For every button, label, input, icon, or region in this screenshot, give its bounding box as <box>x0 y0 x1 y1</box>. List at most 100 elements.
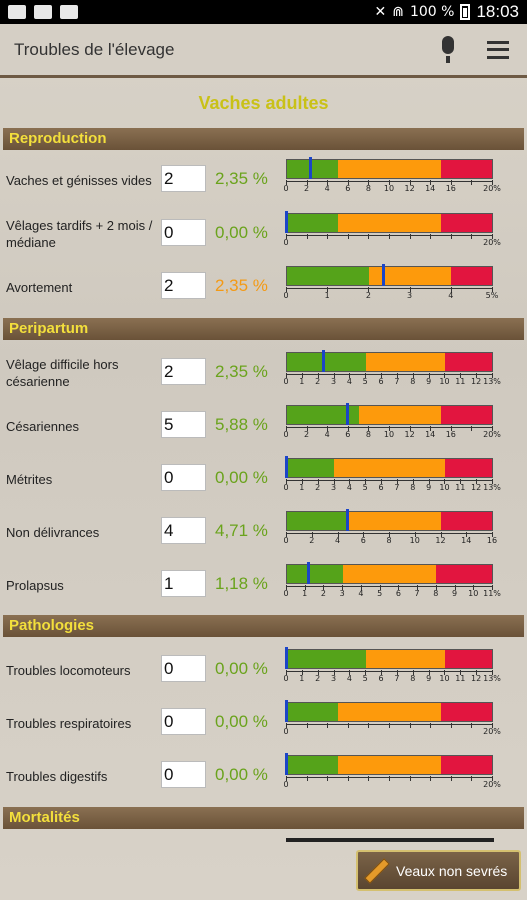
gauge-bar <box>286 702 493 722</box>
gauge-tick <box>286 373 287 378</box>
gauge-tick <box>389 426 390 431</box>
percentage-value: 5,88 % <box>215 415 268 434</box>
count-input[interactable]: 2 <box>161 272 206 299</box>
partial-gauge <box>286 838 494 842</box>
gauge-tick-label: 0 <box>283 483 289 492</box>
gauge-tick-label: 12 <box>471 674 482 683</box>
gauge-tick <box>492 532 493 537</box>
gauge-tick-label: 16 <box>445 184 456 193</box>
scroll-content[interactable]: Vaches adultes Reproduction Vaches et gén… <box>0 81 527 900</box>
gauge-tick-label: 4 <box>448 291 454 300</box>
gauge-tick-label: 4 <box>324 430 330 439</box>
gauge-tick <box>430 723 432 728</box>
threshold-gauge: 0 20% <box>283 700 501 742</box>
gauge-tick <box>435 585 437 590</box>
count-input[interactable]: 2 <box>161 358 206 385</box>
gauge-tick <box>347 776 349 781</box>
gauge-tick-label: 10 <box>468 589 479 598</box>
gauge-tick <box>333 479 335 484</box>
gauge-tick <box>327 776 329 781</box>
gauge-tick <box>396 670 398 675</box>
gauge-axis <box>286 480 493 481</box>
gauge-tick-label: 20% <box>483 780 501 789</box>
gauge-tick <box>337 532 339 537</box>
indicator-label: Non délivrances <box>6 524 100 540</box>
gauge-bar <box>286 352 493 372</box>
gauge-segment-green <box>287 406 359 424</box>
gauge-tick <box>368 776 370 781</box>
count-input[interactable]: 5 <box>161 411 206 438</box>
gauge-axis <box>286 288 493 289</box>
count-input[interactable]: 0 <box>161 761 206 788</box>
gauge-tick <box>368 426 370 431</box>
battery-label: 100 % <box>409 4 455 20</box>
gauge-tick-label: 2 <box>304 430 310 439</box>
gauge-tick-label: 3 <box>330 483 337 492</box>
gauge-segment-orange <box>334 459 445 477</box>
indicator-row: Vêlage difficile hors césarienne 2 2,35 % 0… <box>0 350 527 396</box>
gauge-tick-label: 0 <box>283 589 289 598</box>
gauge-bar <box>286 511 493 531</box>
gauge-tick-label: 11 <box>455 674 466 683</box>
gauge-tick <box>333 670 335 675</box>
gauge-tick-label: 3 <box>330 674 337 683</box>
gauge-tick-label: 5% <box>485 291 499 300</box>
count-input[interactable]: 0 <box>161 655 206 682</box>
gauge-tick <box>396 479 398 484</box>
gauge-tick <box>286 234 287 239</box>
gauge-tick <box>409 234 411 239</box>
count-input[interactable]: 2 <box>161 165 206 192</box>
battery-icon <box>460 4 471 20</box>
gauge-tick-label: 8 <box>365 184 371 193</box>
threshold-gauge: 0 2 4 6 8 10 12 14 16 20% <box>283 403 501 445</box>
gauge-tick-label: 10 <box>383 184 395 193</box>
gauge-tick <box>428 670 430 675</box>
count-input[interactable]: 4 <box>161 517 206 544</box>
indicator-label: Prolapsus <box>6 577 64 593</box>
gallery-icon <box>8 5 26 19</box>
gauge-tick-label: 5 <box>362 377 368 386</box>
gauge-segment-green <box>287 353 366 371</box>
section-header: Peripartum <box>3 318 524 340</box>
gauge-tick <box>286 287 287 292</box>
gauge-tick-label: 2 <box>315 674 321 683</box>
gauge-tick <box>471 426 473 431</box>
email-icon <box>34 5 52 19</box>
gauge-tick-label: 7 <box>394 674 400 683</box>
gauge-tick-label: 6 <box>345 430 351 439</box>
count-input[interactable]: 0 <box>161 464 206 491</box>
gauge-tick <box>492 180 493 185</box>
gauge-tick <box>327 426 329 431</box>
gauge-segment-red <box>444 650 492 668</box>
microphone-icon[interactable] <box>437 35 459 64</box>
threshold-gauge: 0 20% <box>283 753 501 795</box>
gauge-tick-label: 0 <box>283 184 289 193</box>
threshold-gauge: 0 1 2 3 4 5 6 7 8 9 10 11 12 13% <box>283 647 501 689</box>
indicator-row: Vêlages tardifs + 2 mois / médiane 0 0,00 … <box>0 211 527 257</box>
gauge-tick <box>409 776 411 781</box>
count-input[interactable]: 0 <box>161 708 206 735</box>
threshold-gauge: 0 20% <box>283 211 501 253</box>
gauge-tick-label: 6 <box>378 377 384 386</box>
gauge-tick-label: 2 <box>365 291 371 300</box>
gauge-tick <box>347 426 349 431</box>
indicator-row: Métrites 0 0,00 % 0 1 2 3 4 5 6 7 8 9 10 11 12 13% <box>0 456 527 502</box>
gauge-tick-label: 7 <box>394 483 400 492</box>
hamburger-menu-icon[interactable] <box>487 40 509 59</box>
count-input[interactable]: 1 <box>161 570 206 597</box>
gauge-axis <box>286 671 493 672</box>
gauge-tick <box>430 180 432 185</box>
gauge-tick-label: 4 <box>346 674 352 683</box>
gauge-segment-orange <box>365 650 445 668</box>
gauge-tick <box>389 776 390 781</box>
gauge-tick-label: 7 <box>394 377 400 386</box>
indicator-row: Prolapsus 1 1,18 % 0 1 2 3 4 5 6 7 8 9 10 11% <box>0 562 527 608</box>
gauge-tick-label: 3 <box>330 377 337 386</box>
gauge-tick <box>306 776 308 781</box>
veaux-non-sevres-button[interactable]: Veaux non sevrés <box>356 850 521 891</box>
count-input[interactable]: 0 <box>161 219 206 246</box>
gauge-tick-label: 0 <box>283 238 289 247</box>
gauge-tick <box>368 180 370 185</box>
gauge-tick <box>327 180 329 185</box>
gauge-tick-label: 1 <box>299 674 305 683</box>
